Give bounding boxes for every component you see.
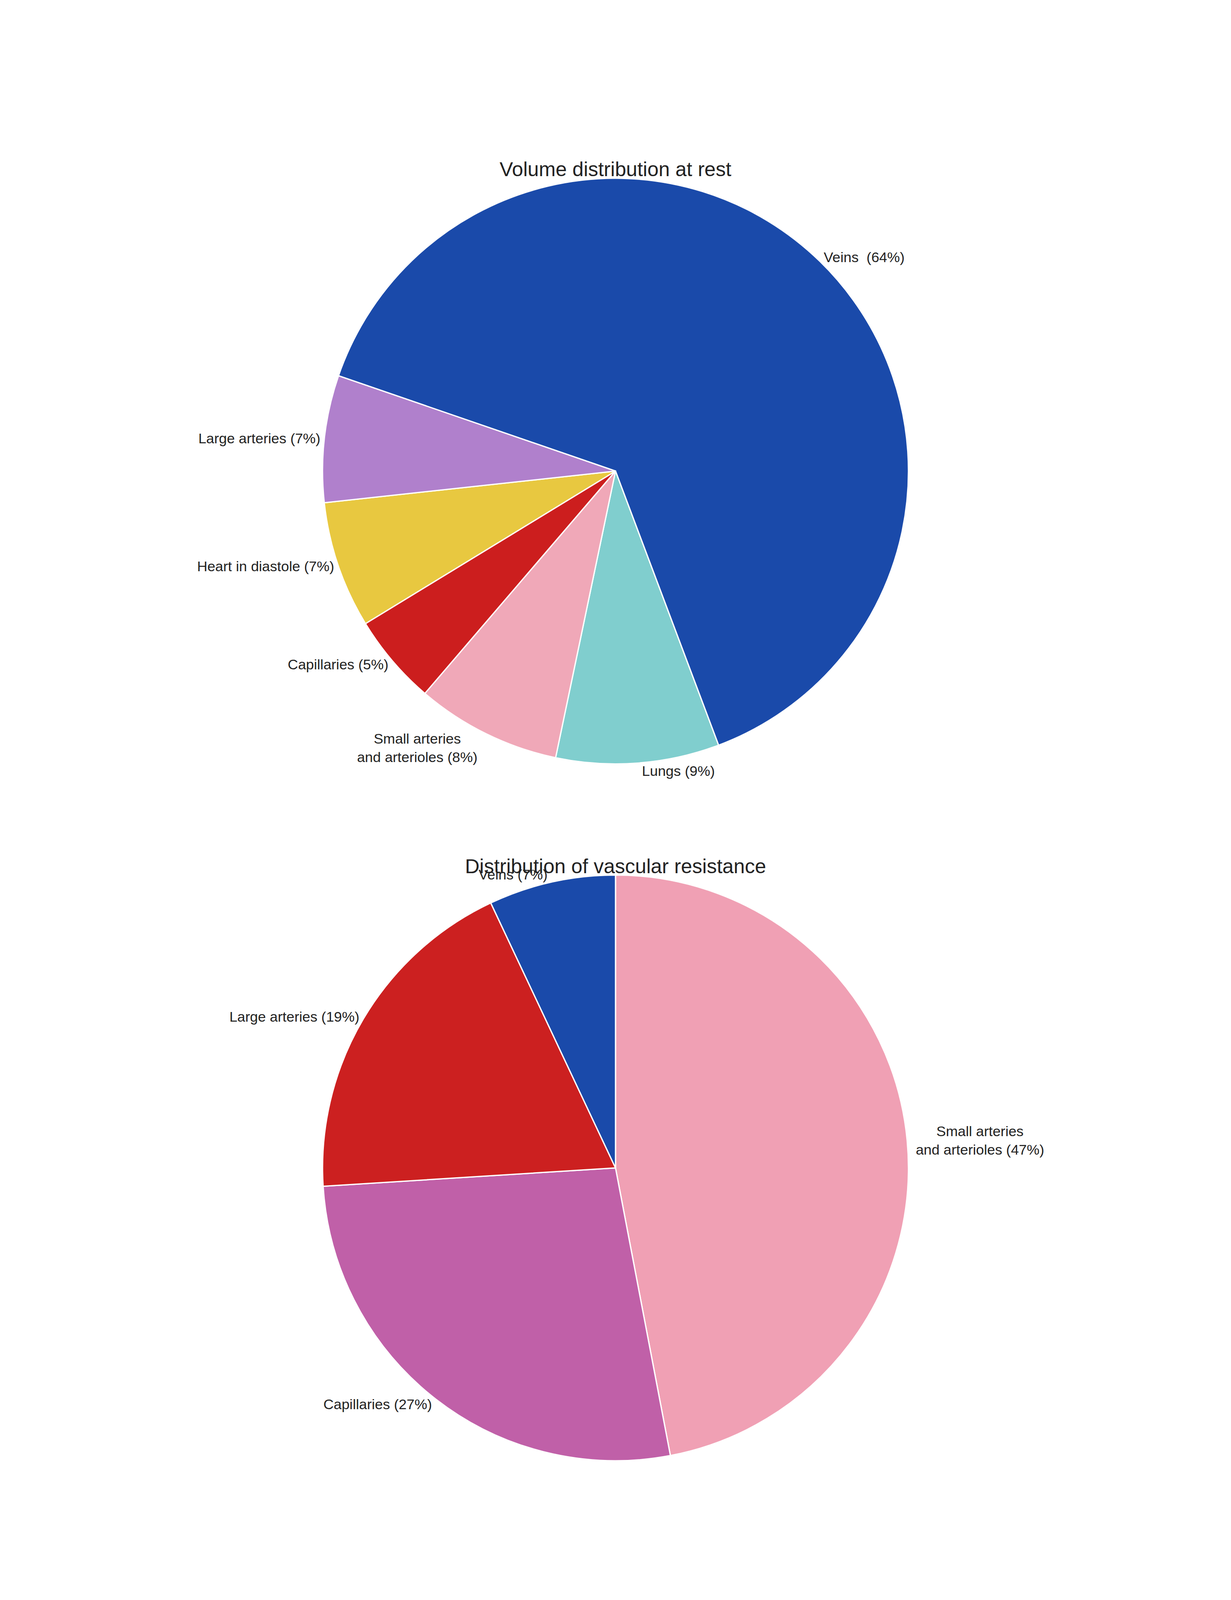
svg-text:Volume distribution at rest: Volume distribution at rest — [499, 158, 732, 181]
svg-text:Lungs (9%): Lungs (9%) — [641, 763, 715, 780]
svg-text:Large arteries (19%): Large arteries (19%) — [229, 1009, 360, 1025]
svg-text:Distribution of vascular resis: Distribution of vascular resistance — [464, 855, 767, 878]
svg-text:Veins (7%): Veins (7%) — [478, 866, 548, 883]
svg-text:Small arteriesand arterioles (: Small arteriesand arterioles (47%) — [915, 1123, 1045, 1158]
svg-text:Heart in diastole (7%): Heart in diastole (7%) — [197, 558, 335, 575]
svg-text:Capillaries (27%): Capillaries (27%) — [323, 1396, 433, 1413]
svg-text:Small arteriesand arterioles (: Small arteriesand arterioles (8%) — [357, 730, 478, 766]
svg-text:Large arteries (7%): Large arteries (7%) — [198, 430, 321, 447]
svg-text:Veins (64%): Veins (64%) — [823, 249, 905, 266]
svg-text:Capillaries (5%): Capillaries (5%) — [287, 656, 389, 673]
